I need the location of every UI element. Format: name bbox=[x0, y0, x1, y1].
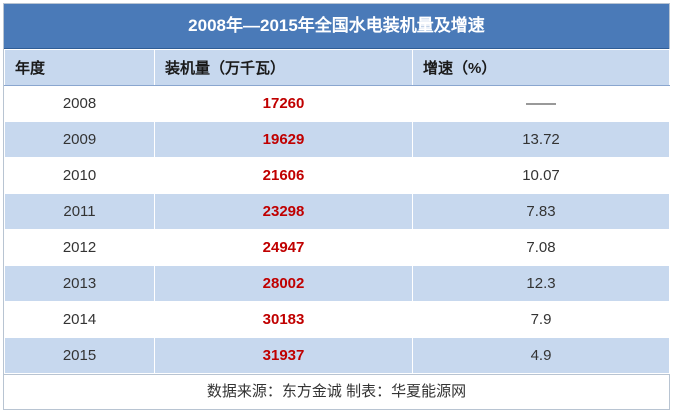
growth-cell: 4.9 bbox=[412, 337, 670, 374]
year-cell: 2010 bbox=[4, 157, 155, 194]
capacity-cell: 19629 bbox=[154, 121, 413, 158]
table-row: 2009 19629 13.72 bbox=[4, 121, 670, 158]
header-growth: 增速（%） bbox=[412, 49, 670, 86]
table-row: 2012 24947 7.08 bbox=[4, 229, 670, 266]
growth-cell: —— bbox=[412, 85, 670, 122]
year-cell: 2015 bbox=[4, 337, 155, 374]
table-row: 2011 23298 7.83 bbox=[4, 193, 670, 230]
capacity-cell: 31937 bbox=[154, 337, 413, 374]
table-row: 2013 28002 12.3 bbox=[4, 265, 670, 302]
table-row: 2010 21606 10.07 bbox=[4, 157, 670, 194]
capacity-cell: 30183 bbox=[154, 301, 413, 338]
header-capacity: 装机量（万千瓦） bbox=[154, 49, 413, 86]
growth-cell: 13.72 bbox=[412, 121, 670, 158]
table-row: 2014 30183 7.9 bbox=[4, 301, 670, 338]
year-cell: 2008 bbox=[4, 85, 155, 122]
year-cell: 2009 bbox=[4, 121, 155, 158]
source-note: 数据来源：东方金诚 制表：华夏能源网 bbox=[4, 374, 669, 409]
capacity-cell: 28002 bbox=[154, 265, 413, 302]
growth-cell: 7.08 bbox=[412, 229, 670, 266]
capacity-cell: 24947 bbox=[154, 229, 413, 266]
growth-cell: 7.9 bbox=[412, 301, 670, 338]
year-cell: 2011 bbox=[4, 193, 155, 230]
table-row: 2008 17260 —— bbox=[4, 85, 670, 122]
year-cell: 2013 bbox=[4, 265, 155, 302]
header-row: 年度 装机量（万千瓦） 增速（%） bbox=[4, 49, 670, 86]
year-cell: 2012 bbox=[4, 229, 155, 266]
capacity-table: 年度 装机量（万千瓦） 增速（%） 2008 17260 —— 2009 196… bbox=[4, 49, 670, 374]
header-year: 年度 bbox=[4, 49, 155, 86]
table-row: 2015 31937 4.9 bbox=[4, 337, 670, 374]
capacity-cell: 17260 bbox=[154, 85, 413, 122]
capacity-cell: 21606 bbox=[154, 157, 413, 194]
growth-cell: 12.3 bbox=[412, 265, 670, 302]
capacity-cell: 23298 bbox=[154, 193, 413, 230]
year-cell: 2014 bbox=[4, 301, 155, 338]
growth-cell: 7.83 bbox=[412, 193, 670, 230]
growth-cell: 10.07 bbox=[412, 157, 670, 194]
data-table-card: 2008年—2015年全国水电装机量及增速 年度 装机量（万千瓦） 增速（%） … bbox=[3, 3, 670, 410]
table-title: 2008年—2015年全国水电装机量及增速 bbox=[4, 4, 669, 49]
